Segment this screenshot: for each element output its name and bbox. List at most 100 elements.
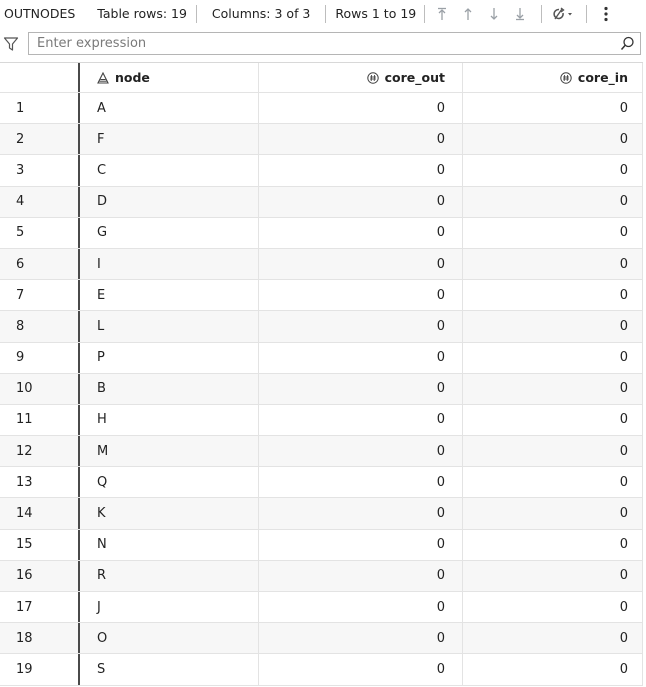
column-header-core-out[interactable]: core_out bbox=[259, 63, 463, 92]
numeric-type-icon bbox=[366, 71, 379, 84]
node-cell: O bbox=[80, 623, 259, 654]
row-number-cell: 8 bbox=[0, 311, 80, 342]
row-number-cell: 4 bbox=[0, 186, 80, 217]
column-header-node[interactable]: node bbox=[80, 63, 259, 92]
toolbar-divider bbox=[325, 4, 327, 23]
core-in-cell: 0 bbox=[463, 155, 643, 186]
node-cell: R bbox=[80, 560, 259, 591]
node-cell: Q bbox=[80, 467, 259, 498]
filter-expression-box bbox=[28, 32, 641, 55]
toolbar-divider bbox=[541, 4, 543, 23]
core-out-cell: 0 bbox=[259, 124, 463, 155]
core-out-cell: 0 bbox=[259, 529, 463, 560]
filter-expression-input[interactable] bbox=[37, 33, 597, 54]
row-number-cell: 17 bbox=[0, 592, 80, 623]
core-out-cell: 0 bbox=[259, 654, 463, 685]
core-in-cell: 0 bbox=[463, 342, 643, 373]
core-in-cell: 0 bbox=[463, 311, 643, 342]
node-cell: D bbox=[80, 186, 259, 217]
column-label: node bbox=[115, 70, 150, 85]
core-out-cell: 0 bbox=[259, 404, 463, 436]
table-row[interactable]: 13 Q 0 0 bbox=[0, 467, 643, 499]
core-in-cell: 0 bbox=[463, 373, 643, 404]
more-options-icon[interactable] bbox=[593, 3, 619, 25]
row-number-cell: 11 bbox=[0, 404, 80, 436]
table-row[interactable]: 18 O 0 0 bbox=[0, 623, 643, 655]
row-number-cell: 7 bbox=[0, 280, 80, 311]
filter-icon[interactable] bbox=[3, 36, 19, 52]
node-cell: H bbox=[80, 404, 259, 436]
table-name: OUTNODES bbox=[4, 6, 76, 21]
core-in-cell: 0 bbox=[463, 498, 643, 529]
table-row[interactable]: 19 S 0 0 bbox=[0, 654, 643, 686]
core-out-cell: 0 bbox=[259, 155, 463, 186]
table-rows-count: Table rows: 19 bbox=[97, 6, 187, 21]
table-row[interactable]: 12 M 0 0 bbox=[0, 436, 643, 468]
numeric-type-icon bbox=[560, 71, 572, 84]
core-in-cell: 0 bbox=[463, 248, 643, 280]
table-row[interactable]: 10 B 0 0 bbox=[0, 373, 643, 405]
core-in-cell: 0 bbox=[463, 654, 643, 685]
core-out-cell: 0 bbox=[259, 436, 463, 467]
row-number-cell: 13 bbox=[0, 467, 80, 498]
column-label: core_in bbox=[577, 70, 628, 85]
row-number-cell: 10 bbox=[0, 373, 80, 404]
core-in-cell: 0 bbox=[463, 124, 643, 155]
rows-range: Rows 1 to 19 bbox=[335, 6, 417, 21]
table-row[interactable]: 14 K 0 0 bbox=[0, 498, 643, 530]
node-cell: M bbox=[80, 436, 259, 467]
search-icon[interactable] bbox=[620, 36, 635, 51]
node-cell: I bbox=[80, 248, 259, 280]
toolbar-divider bbox=[424, 4, 426, 23]
last-page-icon[interactable] bbox=[507, 3, 533, 25]
core-in-cell: 0 bbox=[463, 436, 643, 467]
prev-page-icon[interactable] bbox=[455, 3, 481, 25]
table-row[interactable]: 17 J 0 0 bbox=[0, 592, 643, 624]
columns-count: Columns: 3 of 3 bbox=[211, 6, 311, 21]
core-in-cell: 0 bbox=[463, 560, 643, 591]
core-in-cell: 0 bbox=[463, 280, 643, 311]
core-in-cell: 0 bbox=[463, 93, 643, 124]
toolbar-divider bbox=[586, 4, 588, 23]
row-number-cell: 1 bbox=[0, 93, 80, 124]
core-out-cell: 0 bbox=[259, 217, 463, 248]
header-row: node core_out core_in bbox=[0, 62, 643, 93]
core-out-cell: 0 bbox=[259, 248, 463, 280]
node-cell: S bbox=[80, 654, 259, 685]
column-header-core-in[interactable]: core_in bbox=[463, 63, 643, 92]
row-number-cell: 3 bbox=[0, 155, 80, 186]
core-in-cell: 0 bbox=[463, 404, 643, 436]
row-number-cell: 19 bbox=[0, 654, 80, 685]
table-row[interactable]: 15 N 0 0 bbox=[0, 529, 643, 561]
table-row[interactable]: 11 H 0 0 bbox=[0, 404, 643, 437]
row-number-cell: 18 bbox=[0, 623, 80, 654]
first-page-icon[interactable] bbox=[429, 3, 455, 25]
node-cell: A bbox=[80, 93, 259, 124]
row-number-cell: 14 bbox=[0, 498, 80, 529]
row-number-cell: 12 bbox=[0, 436, 80, 467]
next-page-icon[interactable] bbox=[481, 3, 507, 25]
core-in-cell: 0 bbox=[463, 592, 643, 623]
row-number-cell: 9 bbox=[0, 342, 80, 373]
filter-bar bbox=[0, 32, 646, 57]
core-out-cell: 0 bbox=[259, 342, 463, 373]
refresh-icon[interactable] bbox=[548, 3, 578, 25]
row-number-cell: 16 bbox=[0, 560, 80, 591]
table-row[interactable]: 16 R 0 0 bbox=[0, 560, 643, 592]
node-cell: E bbox=[80, 280, 259, 311]
row-number-cell: 6 bbox=[0, 248, 80, 280]
node-cell: P bbox=[80, 342, 259, 373]
core-in-cell: 0 bbox=[463, 467, 643, 498]
node-cell: J bbox=[80, 592, 259, 623]
core-out-cell: 0 bbox=[259, 623, 463, 654]
core-out-cell: 0 bbox=[259, 373, 463, 404]
